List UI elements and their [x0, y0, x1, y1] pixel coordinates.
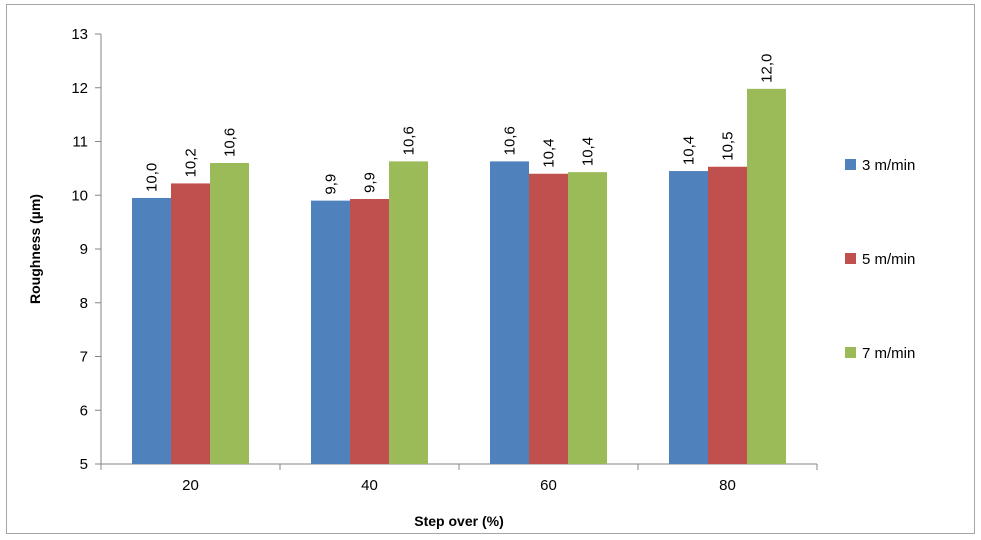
data-label: 10,4 [681, 136, 698, 165]
legend-label: 3 m/min [862, 157, 915, 174]
bar [490, 161, 529, 464]
data-label: 10,4 [541, 139, 558, 168]
y-tick-label: 13 [71, 26, 88, 43]
y-tick-label: 10 [71, 187, 88, 204]
data-label: 9,9 [362, 172, 379, 193]
y-ticks: 5 6 7 8 9 10 11 12 13 [71, 26, 101, 473]
bar [311, 200, 350, 464]
data-label: 10,6 [502, 126, 519, 155]
legend: 3 m/min 5 m/min 7 m/min [845, 157, 915, 362]
data-label: 9,9 [323, 174, 340, 195]
x-tick-label: 80 [719, 477, 736, 494]
data-label: 10,5 [720, 132, 737, 161]
data-label: 12,0 [759, 54, 776, 83]
y-tick-label: 9 [80, 241, 88, 258]
bar [568, 172, 607, 464]
data-label: 10,6 [222, 128, 239, 157]
bars [132, 88, 786, 465]
x-axis-title: Step over (%) [414, 513, 503, 529]
y-tick-label: 6 [80, 402, 88, 419]
data-label: 10,0 [144, 163, 161, 192]
legend-label: 5 m/min [862, 251, 915, 268]
y-tick-label: 7 [80, 349, 88, 366]
y-tick-label: 8 [80, 295, 88, 312]
y-tick-label: 5 [80, 456, 88, 473]
data-labels: 10,0 9,9 10,6 10,4 10,2 9,9 10,4 10,5 10,6 10,6 10… [144, 54, 776, 195]
legend-swatch [845, 159, 856, 170]
bar [669, 171, 708, 464]
data-label: 10,6 [401, 126, 418, 155]
bar [708, 166, 747, 464]
bar [389, 161, 428, 464]
bar [529, 173, 568, 464]
y-axis-title: Roughness (µm) [27, 194, 43, 304]
y-tick-label: 11 [72, 134, 88, 151]
legend-swatch [845, 347, 856, 358]
data-label: 10,2 [183, 148, 200, 177]
legend-swatch [845, 253, 856, 264]
bar [132, 197, 171, 464]
bar [350, 199, 389, 464]
x-tick-label: 60 [540, 477, 557, 494]
legend-label: 7 m/min [862, 345, 915, 362]
bar [171, 183, 210, 465]
bar [210, 163, 249, 464]
x-ticks: 20 40 60 80 [100, 464, 818, 494]
bar [747, 88, 786, 464]
y-tick-label: 12 [71, 80, 88, 97]
data-label: 10,4 [580, 137, 597, 166]
x-tick-label: 20 [182, 477, 199, 494]
x-tick-label: 40 [361, 477, 378, 494]
